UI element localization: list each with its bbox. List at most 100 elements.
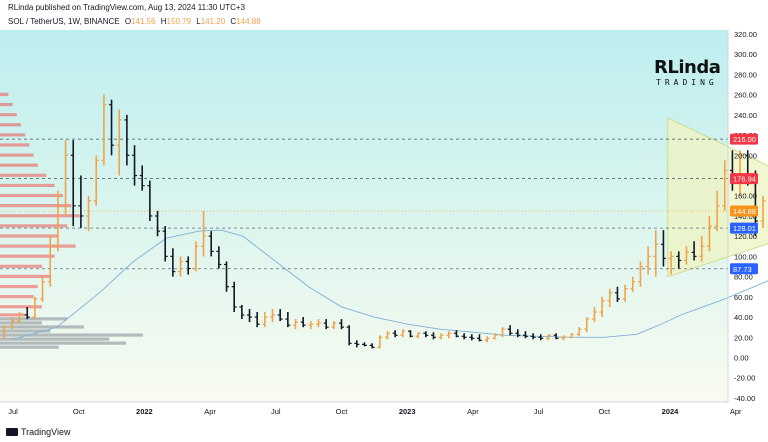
candle-up: [446, 331, 452, 339]
candle-up: [630, 276, 636, 292]
price-axis-label: 200.00: [734, 151, 757, 160]
level-label-bg: [730, 263, 758, 275]
candle-up: [93, 155, 99, 206]
candle-down: [70, 140, 76, 227]
candle-up: [683, 246, 689, 265]
time-axis-label: Jul: [8, 407, 18, 416]
moving-average-line: [12, 229, 768, 340]
price-axis-label: 20.00: [734, 333, 753, 342]
candle-up: [622, 284, 628, 302]
price-axis-label: 280.00: [734, 70, 757, 79]
candle-up: [722, 160, 728, 211]
candle-up: [47, 236, 53, 287]
price-levels: [0, 138, 728, 270]
time-axis-label: Apr: [204, 407, 216, 416]
candle-up: [377, 335, 383, 349]
price-axis-label: 160.00: [734, 192, 757, 201]
price-level-labels: 216.00 176.94 144.88 128.01 87.73: [730, 133, 758, 275]
time-axis-label: Apr: [730, 407, 742, 416]
level-label-text: 144.88: [733, 207, 756, 216]
candle-up: [653, 230, 659, 277]
candle-up: [591, 306, 597, 323]
candle-up: [17, 312, 23, 324]
candle-up: [331, 321, 337, 330]
candle-down: [346, 325, 352, 346]
time-axis-label: 2023: [399, 407, 416, 416]
candle-up: [760, 195, 766, 229]
candle-down: [469, 334, 475, 341]
time-axis-label: Oct: [598, 407, 611, 416]
price-axis-label: 260.00: [734, 91, 757, 100]
candle-up: [637, 261, 643, 287]
volume-profile-bar: [0, 333, 143, 337]
volume-profile-bar: [0, 325, 84, 329]
close-label: C: [230, 17, 237, 26]
candle-down: [522, 331, 528, 339]
price-axis-label: 80.00: [734, 273, 753, 282]
level-label-resistance: 176.94: [730, 173, 758, 185]
volume-profile-bar: [0, 143, 30, 147]
time-axis[interactable]: JulOct2022AprJulOct2023AprJulOct2024AprJ…: [8, 407, 768, 416]
candle-down: [476, 334, 482, 342]
candles: [1, 94, 766, 349]
candle-down: [361, 342, 367, 347]
low-value: 141.20: [200, 17, 226, 26]
candle-down: [515, 329, 521, 338]
candle-down: [538, 334, 544, 341]
volume-profile-bar: [0, 193, 63, 198]
candle-down: [109, 99, 115, 156]
volume-profile-bar: [0, 295, 34, 299]
level-label-resistance: 216.00: [730, 133, 758, 145]
candle-down: [339, 319, 344, 330]
volume-profile-bar: [0, 284, 38, 289]
volume-profile-bar: [0, 341, 126, 345]
candle-down: [24, 306, 30, 320]
candle-down: [285, 312, 291, 328]
triangle-shape: [667, 117, 768, 278]
candle-down: [530, 333, 536, 340]
volume-profile-bar: [0, 133, 26, 137]
price-axis-label: 240.00: [734, 111, 757, 120]
time-axis-label: 2024: [662, 407, 680, 416]
symbol-name[interactable]: SOL / TetherUS, 1W, BINANCE: [8, 17, 120, 26]
price-axis-label: 0.00: [734, 354, 749, 363]
candle-down: [354, 340, 360, 348]
candle-up: [699, 236, 705, 262]
candle-down: [676, 251, 682, 269]
candle-up: [384, 331, 390, 340]
candle-down: [208, 231, 214, 257]
candle-up: [201, 210, 207, 257]
open-label: O: [124, 17, 132, 26]
price-axis-label: 60.00: [734, 293, 753, 302]
candle-up: [668, 251, 674, 275]
volume-profile-bar: [0, 102, 13, 107]
candle-down: [407, 330, 413, 338]
price-axis-label: -40.00: [734, 394, 755, 403]
candle-up: [415, 332, 421, 339]
close-value: 144.88: [236, 17, 261, 26]
candle-up: [86, 195, 92, 232]
candle-down: [300, 317, 306, 328]
candle-up: [316, 319, 322, 328]
candle-down: [660, 230, 666, 267]
candle-up: [308, 321, 314, 330]
candle-down: [224, 261, 230, 292]
open-value: 141.56: [131, 17, 156, 26]
tradingview-brand: TradingView: [21, 427, 71, 437]
logo-text-top: RLinda: [654, 57, 721, 78]
volume-profile-bar: [0, 244, 76, 248]
candle-down: [216, 246, 222, 269]
volume-profile-bar: [0, 345, 59, 349]
candle-down: [155, 210, 161, 237]
candle-down: [369, 343, 375, 349]
plot-background: [0, 30, 728, 402]
footer-branding[interactable]: TradingView: [6, 427, 71, 437]
level-label-text: 128.01: [733, 224, 756, 233]
candle-down: [392, 330, 398, 338]
candle-down: [132, 145, 138, 186]
candle-down: [78, 175, 84, 229]
price-axis-label: 100.00: [734, 252, 757, 261]
candle-up: [400, 329, 406, 338]
candle-down: [185, 256, 191, 275]
